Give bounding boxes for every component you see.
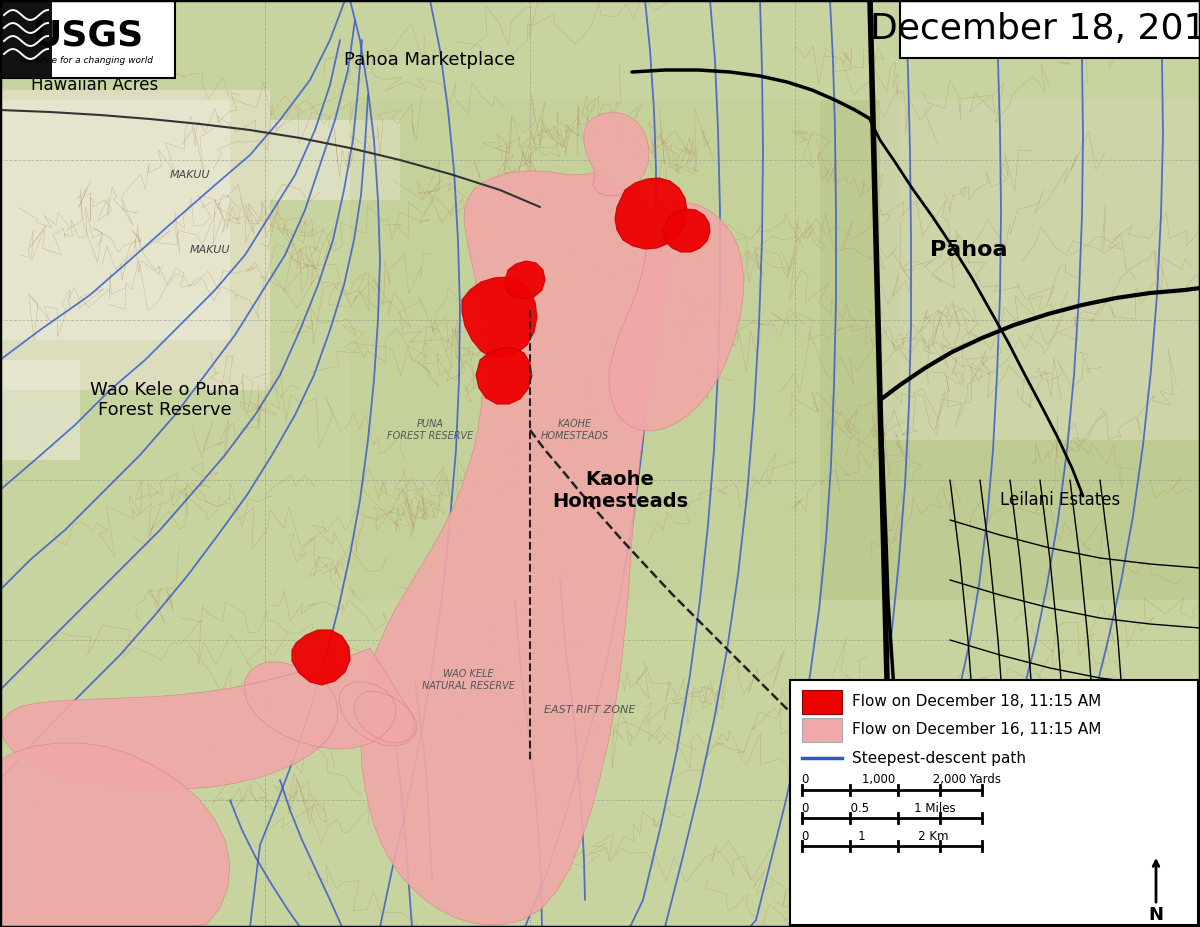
Polygon shape: [476, 348, 532, 404]
Text: December 18, 2014: December 18, 2014: [870, 12, 1200, 46]
Bar: [350, 100, 900, 600]
Bar: [0, 0, 52, 78]
Polygon shape: [584, 112, 649, 196]
Text: WAO KELE
NATURAL RESERVE: WAO KELE NATURAL RESERVE: [421, 669, 515, 691]
Bar: [820, 100, 1200, 600]
Polygon shape: [616, 178, 686, 249]
Polygon shape: [1, 648, 418, 790]
Text: 0              1,000          2,000 Yards: 0 1,000 2,000 Yards: [802, 773, 1001, 786]
Text: Wao Kele o Puna
Forest Reserve: Wao Kele o Puna Forest Reserve: [90, 381, 240, 419]
Polygon shape: [361, 171, 668, 925]
Text: USGS: USGS: [32, 18, 144, 52]
Text: N: N: [1148, 906, 1164, 924]
Text: Pahoa Marketplace: Pahoa Marketplace: [344, 51, 516, 69]
Bar: [900, 0, 1200, 58]
Text: PUNA
FOREST RESERVE: PUNA FOREST RESERVE: [386, 419, 473, 441]
Polygon shape: [610, 202, 744, 431]
Bar: [0, 0, 175, 78]
Text: Flow on December 16, 11:15 AM: Flow on December 16, 11:15 AM: [852, 722, 1102, 738]
Bar: [790, 680, 1198, 925]
Text: MAKUU: MAKUU: [169, 170, 210, 180]
Text: 0             1              2 Km: 0 1 2 Km: [802, 830, 948, 843]
Text: Hawaiian Acres: Hawaiian Acres: [31, 76, 158, 94]
Polygon shape: [505, 261, 545, 299]
Bar: [0, 360, 80, 460]
Text: Steepest-descent path: Steepest-descent path: [852, 751, 1026, 766]
Bar: [0, 100, 230, 340]
Bar: [880, 100, 1200, 440]
Text: Pāhoa: Pāhoa: [930, 240, 1008, 260]
Text: Leilani Estates: Leilani Estates: [1000, 491, 1120, 509]
Bar: [0, 90, 270, 390]
Polygon shape: [462, 277, 538, 358]
Polygon shape: [0, 743, 230, 927]
Bar: [802, 718, 842, 742]
Bar: [802, 690, 842, 714]
Text: Kaohe
Homesteads: Kaohe Homesteads: [552, 469, 688, 511]
Polygon shape: [292, 630, 350, 685]
Bar: [270, 120, 400, 200]
Text: science for a changing world: science for a changing world: [23, 56, 154, 65]
Text: MAKUU: MAKUU: [190, 245, 230, 255]
Text: EAST RIFT ZONE: EAST RIFT ZONE: [545, 705, 636, 715]
Text: Flow on December 18, 11:15 AM: Flow on December 18, 11:15 AM: [852, 694, 1102, 709]
Text: KAOHE
HOMESTEADS: KAOHE HOMESTEADS: [541, 419, 610, 441]
Polygon shape: [662, 209, 710, 252]
Text: 0           0.5            1 Miles: 0 0.5 1 Miles: [802, 802, 955, 815]
